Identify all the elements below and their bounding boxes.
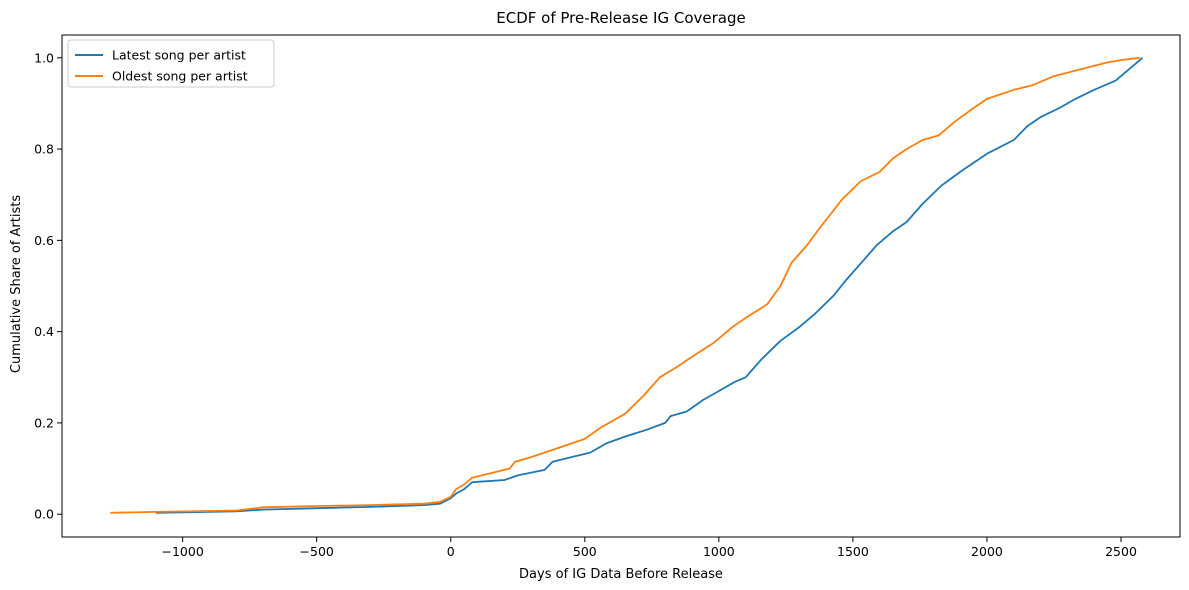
legend: Latest song per artist Oldest song per ar… [67, 39, 275, 88]
y-axis-label: Cumulative Share of Artists [9, 195, 24, 373]
x-tick-label: 1000 [703, 544, 735, 559]
series-line-latest [155, 57, 1144, 514]
x-tick-label: 2000 [971, 544, 1003, 559]
y-tick-label: 0.0 [34, 507, 54, 522]
x-tick-label: 500 [573, 544, 597, 559]
y-tick-label: 0.6 [34, 233, 54, 248]
x-tick-label: 0 [447, 544, 455, 559]
x-tick-label: −1000 [161, 544, 203, 559]
plot-frame [61, 34, 1181, 538]
legend-label: Latest song per artist [112, 48, 246, 63]
y-tick-label: 1.0 [34, 50, 54, 65]
chart-title: ECDF of Pre-Release IG Coverage [496, 9, 745, 27]
series-layer [110, 56, 1144, 514]
series-line-oldest [110, 56, 1140, 514]
x-axis-label: Days of IG Data Before Release [519, 567, 723, 582]
y-tick-label: 0.4 [34, 324, 54, 339]
x-tick-label: 2500 [1105, 544, 1137, 559]
x-tick-label: −500 [300, 544, 334, 559]
legend-label: Oldest song per artist [112, 69, 248, 84]
y-tick-label: 0.2 [34, 415, 54, 430]
legend-box [67, 39, 275, 88]
axes-layer: −1000 −500 0 500 1000 1500 2000 2500 0.0 0.2 0.4 0.… [34, 34, 1181, 559]
x-tick-label: 1500 [837, 544, 869, 559]
y-tick-label: 0.8 [34, 142, 54, 157]
